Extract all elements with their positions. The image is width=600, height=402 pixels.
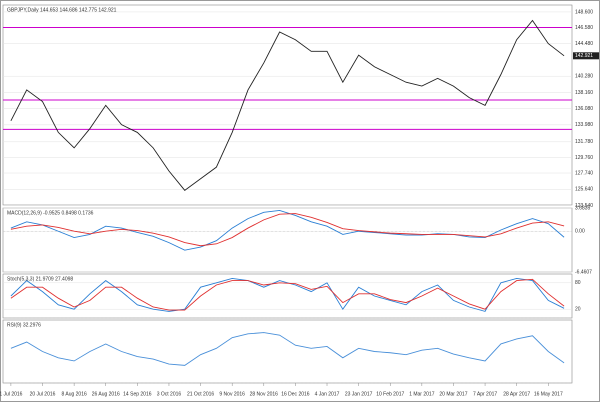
series-line — [10, 209, 565, 251]
x-tick-label: 16 May 2017 — [534, 391, 563, 397]
panel-title: Stoch(5,3,3) 21.9709 27.4098 — [7, 276, 73, 282]
series-line — [10, 19, 565, 191]
y-tick-label: 127.740 — [575, 170, 593, 176]
y-tick-label: 133.980 — [575, 122, 593, 128]
y-tick-label: 148.600 — [575, 9, 593, 15]
y-tick-label: -6.4607 — [575, 269, 592, 275]
x-tick-label: 9 Nov 2016 — [219, 391, 245, 397]
y-tick-label: 20 — [575, 307, 581, 313]
series-line — [10, 278, 565, 311]
x-tick-label: 28 Apr 2017 — [503, 391, 530, 397]
y-tick-label: 3.6835 — [575, 205, 591, 211]
y-tick-label: 136.080 — [575, 106, 593, 112]
x-tick-label: 23 Jan 2017 — [345, 391, 373, 397]
y-tick-label: 146.580 — [575, 25, 593, 31]
series-line — [10, 213, 565, 247]
x-tick-label: 3 Oct 2016 — [157, 391, 182, 397]
y-tick-label: 140.280 — [575, 74, 593, 80]
y-tick-label: 123.540 — [575, 203, 593, 209]
x-tick-label: 4 Jan 2017 — [315, 391, 340, 397]
x-tick-label: 14 Sep 2016 — [123, 391, 152, 397]
y-tick-label: 125.640 — [575, 187, 593, 193]
panel — [2, 4, 573, 206]
panel-title: MACD(12,26,9) -0.9525 0.8498 0.1736 — [7, 210, 94, 216]
y-tick-label: 144.480 — [575, 41, 593, 47]
x-tick-label: 7 Apr 2017 — [473, 391, 497, 397]
panel-title: GBPJPY,Daily 144.653 144.686 142.775 142… — [7, 7, 117, 13]
x-tick-label: 1 Jul 2016 — [0, 391, 23, 397]
x-tick-label: 26 Aug 2016 — [92, 391, 120, 397]
y-tick-label: 0.00 — [575, 229, 585, 235]
y-tick-label: 138.160 — [575, 90, 593, 96]
y-tick-label: 80 — [575, 280, 581, 286]
last-price-box — [573, 52, 599, 60]
x-tick-label: 20 Mar 2017 — [439, 391, 467, 397]
y-tick-label: 131.780 — [575, 139, 593, 145]
x-tick-label: 16 Dec 2016 — [281, 391, 310, 397]
x-tick-label: 21 Oct 2016 — [187, 391, 214, 397]
y-tick-label: 129.760 — [575, 155, 593, 161]
x-tick-label: 28 Nov 2016 — [250, 391, 279, 397]
x-tick-label: 20 Jul 2016 — [30, 391, 56, 397]
panel-title: RSI(9) 32.2976 — [7, 322, 41, 328]
x-tick-label: 10 Feb 2017 — [376, 391, 404, 397]
last-price-label: 142.921 — [575, 53, 593, 59]
series-line — [10, 332, 565, 366]
x-tick-label: 1 Mar 2017 — [409, 391, 435, 397]
x-tick-label: 8 Aug 2016 — [61, 391, 87, 397]
